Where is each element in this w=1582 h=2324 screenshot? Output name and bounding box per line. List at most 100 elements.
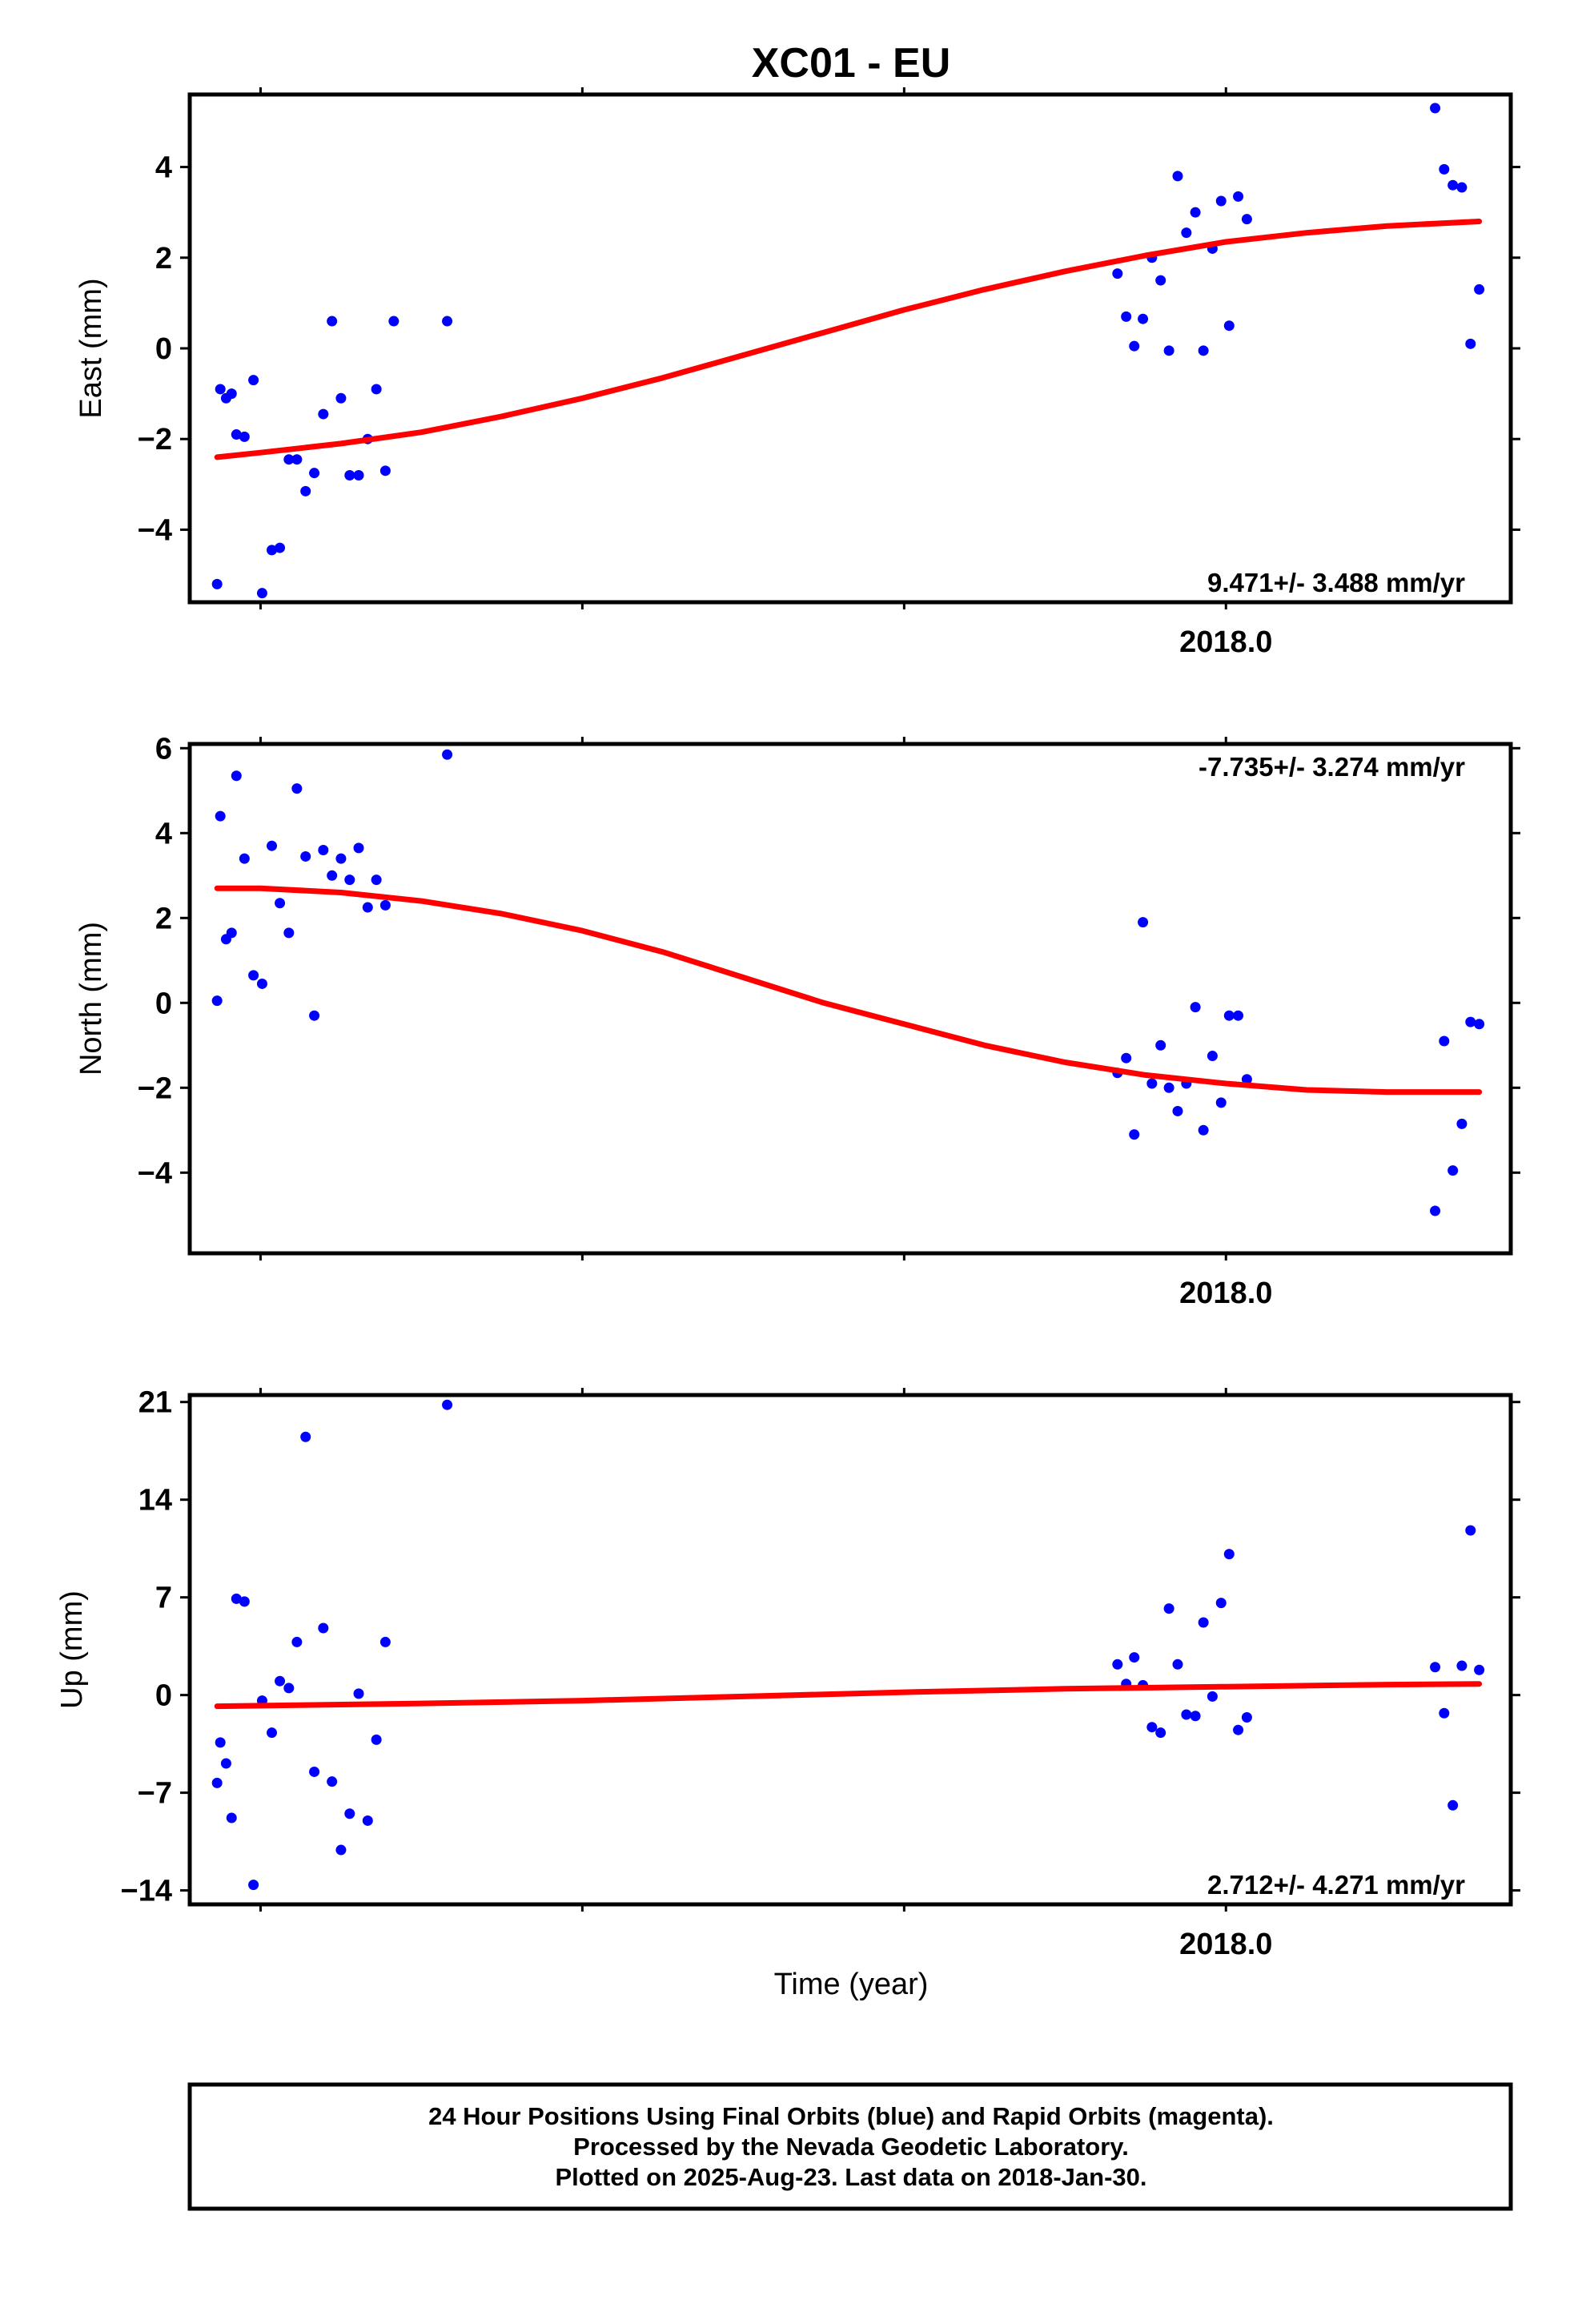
data-point [291,783,303,794]
y-tick-label: −4 [138,513,172,547]
data-point [1198,1617,1209,1628]
trend-line [214,219,1483,460]
data-point [1456,1118,1468,1129]
y-tick-label: 21 [139,1386,172,1420]
x-tick-label: 2018.0 [1179,1928,1272,1961]
data-point [309,1010,320,1021]
data-point [256,588,267,599]
data-point [1190,207,1201,218]
data-point [291,454,303,465]
data-point [1447,1799,1459,1811]
y-tick-label: −4 [138,1156,172,1190]
data-point [226,1812,237,1823]
data-point [1121,1052,1132,1063]
data-point [239,431,250,442]
data-point [226,388,237,400]
data-point [379,899,391,911]
data-point [371,875,382,886]
data-point [335,853,347,864]
data-point [1465,338,1476,349]
up-panel: 2018.0 −14 −7 0 7 14 21 Up (mm) 2.712+/- 4.271 m… [55,1386,1520,1961]
data-point [1456,1660,1468,1671]
data-point [1430,1205,1441,1216]
y-tick-label: −2 [138,423,172,456]
data-point [1207,1691,1218,1702]
data-point [1447,1165,1459,1176]
data-point [1190,1002,1201,1013]
data-point [283,1683,295,1694]
data-point [1474,1019,1485,1030]
data-point [1465,1525,1476,1536]
y-tick-label: 4 [155,151,172,185]
data-point [353,842,364,854]
y-tick-label: 0 [155,1679,172,1713]
data-point [344,470,355,480]
y-axis-label: North (mm) [74,922,108,1076]
data-point [371,1734,382,1745]
data-point [371,384,382,395]
data-point [379,1636,391,1647]
data-point [266,545,277,556]
data-point [248,970,259,981]
data-point [239,1596,250,1607]
data-point [1112,268,1123,279]
x-axis-label: Time (year) [774,1968,929,2001]
data-point [1233,191,1244,202]
data-point [309,468,320,479]
data-point [1163,1082,1174,1093]
data-point [1163,345,1174,356]
data-point [318,1622,329,1634]
data-point [226,927,237,939]
data-point [1241,214,1252,225]
data-point [1112,1659,1123,1670]
data-point [215,810,226,822]
data-point [1146,1722,1158,1733]
caption-line-1: 24 Hour Positions Using Final Orbits (bl… [428,2102,1274,2130]
data-point [1190,1711,1201,1722]
data-point [1241,1712,1252,1723]
y-tick-label: 7 [155,1582,172,1615]
data-point [248,1880,259,1891]
data-point [1430,103,1441,114]
rate-label: 9.471+/- 3.488 mm/yr [1207,568,1465,597]
north-panel: 2018.0 −4 −2 0 2 4 6 North (mm) -7.735+/- 3.274 … [74,732,1520,1310]
data-point [256,978,267,989]
data-point [1465,1016,1476,1027]
data-point [248,375,259,386]
data-point [275,1675,286,1687]
data-point [1129,340,1140,352]
y-axis-label: East (mm) [74,278,108,418]
data-point [266,840,277,851]
data-point [1146,1078,1158,1089]
y-tick-label: 2 [155,902,172,935]
data-point [1172,1659,1183,1670]
data-point [362,902,373,913]
data-point [1155,1039,1166,1051]
data-point [353,1688,364,1699]
data-point [335,392,347,404]
data-point [318,408,329,420]
x-tick-label: 2018.0 [1179,1277,1272,1310]
data-point [318,845,329,855]
data-point [1456,182,1468,193]
data-point [300,1431,311,1442]
data-point [379,465,391,476]
data-point [1155,1727,1166,1739]
rate-label: -7.735+/- 3.274 mm/yr [1199,752,1465,782]
data-point [1172,1105,1183,1116]
x-tick-label: 2018.0 [1179,625,1272,659]
data-point [291,1636,303,1647]
data-point [300,850,311,862]
data-point [231,770,242,782]
y-tick-label: 14 [139,1484,172,1518]
data-point [1172,171,1183,182]
data-point [1155,275,1166,286]
data-point [1138,313,1149,324]
caption-box [187,2082,1513,2211]
data-point [1198,1124,1209,1136]
data-point [1439,1035,1450,1047]
y-tick-label: 4 [155,817,172,850]
plot-frame [187,742,1513,1256]
data-point [327,870,338,881]
data-point [1439,1707,1450,1719]
